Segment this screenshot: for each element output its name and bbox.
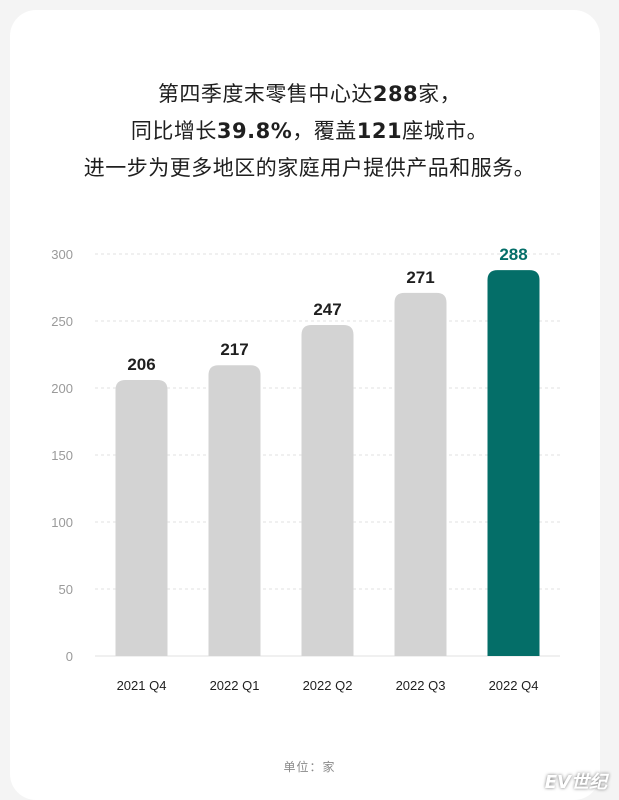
headline-number: 288 [372, 82, 419, 106]
headline-text: 第四季度末零售中心达 [157, 82, 373, 106]
data-label: 271 [406, 268, 434, 287]
bar [394, 292, 447, 656]
headline-text: 座城市。 [402, 119, 489, 143]
data-label: 288 [499, 245, 527, 264]
bar [487, 270, 540, 656]
bar [115, 379, 168, 656]
y-tick-label: 150 [51, 448, 73, 463]
bar [208, 365, 261, 656]
headline-line-2: 同比增长39.8%，覆盖121座城市。 [0, 113, 619, 150]
headline-text: 家， [418, 82, 462, 106]
headline-number: 39.8% [216, 119, 293, 143]
y-tick-label: 200 [51, 381, 73, 396]
headline-line-1: 第四季度末零售中心达288家， [0, 76, 619, 113]
headline: 第四季度末零售中心达288家， 同比增长39.8%，覆盖121座城市。 进一步为… [0, 76, 619, 187]
x-tick-label: 2022 Q3 [396, 678, 446, 693]
unit-label: 单位：家 [283, 760, 336, 774]
y-tick-label: 250 [51, 314, 73, 329]
x-tick-label: 2022 Q1 [210, 678, 260, 693]
headline-text: 同比增长 [130, 119, 217, 143]
data-label: 206 [127, 355, 155, 374]
y-tick-label: 50 [59, 582, 73, 597]
x-tick-label: 2022 Q4 [489, 678, 539, 693]
x-tick-label: 2022 Q2 [303, 678, 353, 693]
x-tick-label: 2021 Q4 [117, 678, 167, 693]
data-label: 217 [220, 340, 248, 359]
y-tick-label: 300 [51, 247, 73, 262]
watermark-logo: EV世纪 [544, 772, 607, 793]
y-tick-label: 100 [51, 515, 73, 530]
headline-text: ，覆盖 [292, 119, 357, 143]
headline-number: 121 [356, 119, 403, 143]
y-tick-label: 0 [66, 649, 73, 664]
bar [301, 325, 354, 656]
headline-line-3: 进一步为更多地区的家庭用户提供产品和服务。 [83, 156, 536, 180]
data-label: 247 [313, 300, 341, 319]
